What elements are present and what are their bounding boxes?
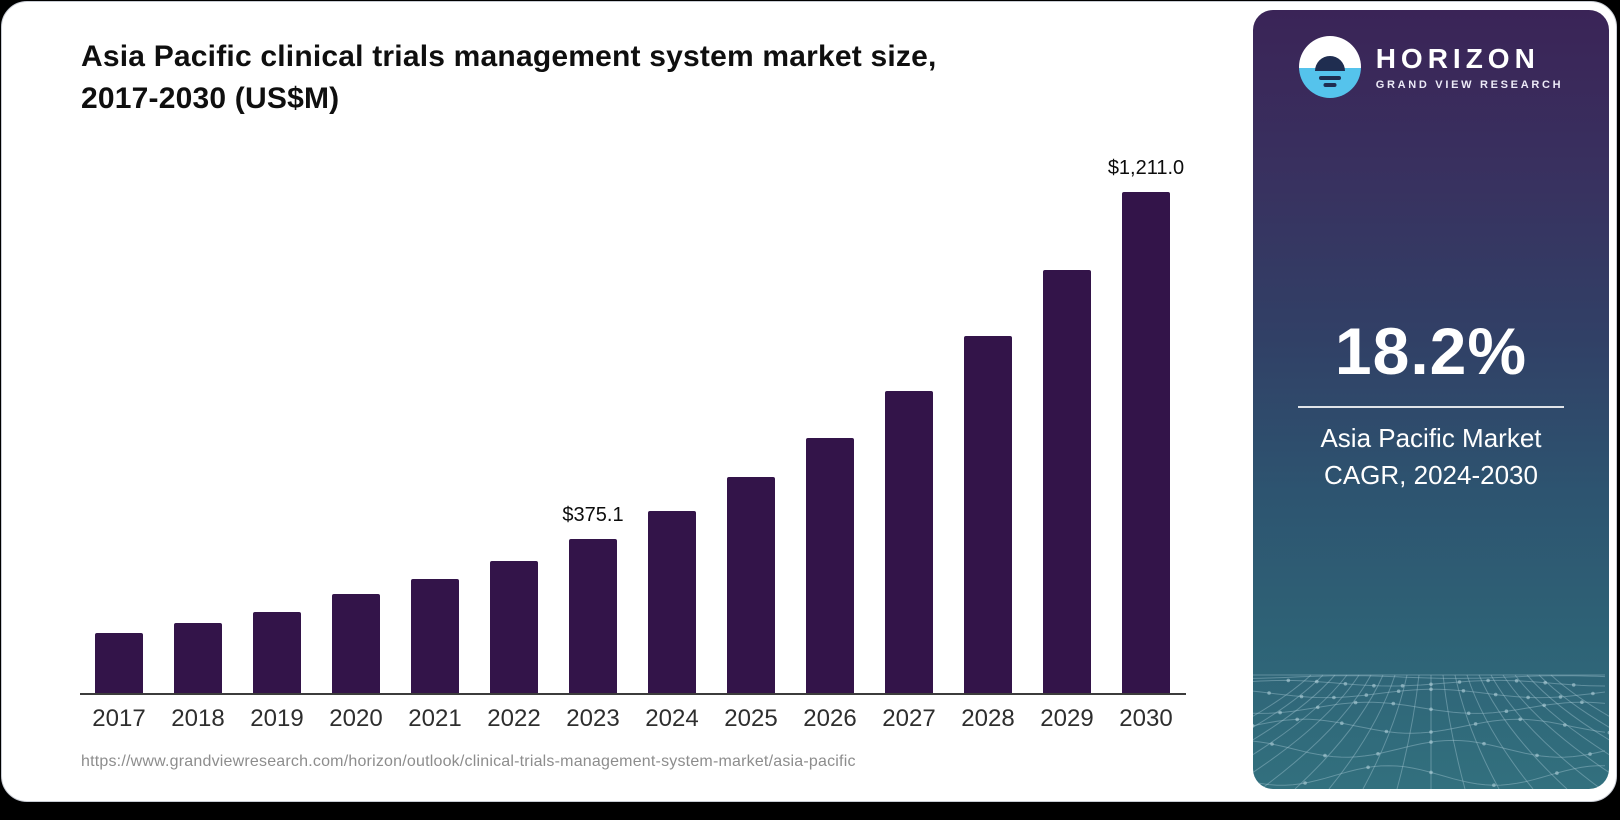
brand-logo: HORIZON GRAND VIEW RESEARCH: [1253, 36, 1609, 98]
stat-divider: [1298, 406, 1564, 408]
bar-2026: [806, 438, 854, 695]
x-axis-label-2023: 2023: [566, 705, 620, 732]
bar-column-2017: 2017: [92, 142, 146, 732]
bar-column-2023: $375.1 2023: [562, 142, 623, 732]
bar-2018: [174, 623, 222, 695]
bar-column-2021: 2021: [408, 142, 462, 732]
chart-title-line2: 2017-2030 (US$M): [81, 82, 340, 115]
data-label-2030: $1,211.0: [1107, 157, 1185, 179]
bar-column-2024: 2024: [645, 142, 699, 732]
x-axis-label-2021: 2021: [408, 705, 462, 732]
x-axis-label-2025: 2025: [724, 705, 778, 732]
bar-chart: 2017 2018 2019 2020 2021 2022 $375.1 2023 2024 20…: [80, 142, 1186, 732]
data-label-2023: $375.1: [562, 504, 624, 526]
sidebar-panel: HORIZON GRAND VIEW RESEARCH 18.2% Asia P…: [1253, 10, 1609, 789]
x-axis-label-2029: 2029: [1040, 705, 1094, 732]
brand-text-block: HORIZON GRAND VIEW RESEARCH: [1375, 42, 1564, 91]
bar-column-2028: 2028: [961, 142, 1015, 732]
bar-2024: [648, 511, 696, 695]
bar-column-2019: 2019: [250, 142, 304, 732]
x-axis-label-2020: 2020: [329, 705, 383, 732]
bar-column-2022: 2022: [487, 142, 541, 732]
bar-column-2025: 2025: [724, 142, 778, 732]
x-axis-label-2019: 2019: [250, 705, 304, 732]
sun-over-horizon-icon: [1298, 36, 1361, 98]
cagr-value: 18.2%: [1334, 314, 1528, 388]
chart-title: Asia Pacific clinical trials management …: [81, 36, 1141, 120]
x-axis-label-2027: 2027: [882, 705, 936, 732]
bar-2022: [490, 561, 538, 695]
bar-column-2020: 2020: [329, 142, 383, 732]
bar-2028: [964, 336, 1012, 695]
source-url: https://www.grandviewresearch.com/horizo…: [81, 753, 856, 770]
x-axis-label-2024: 2024: [645, 705, 699, 732]
bar-2020: [332, 594, 380, 695]
brand-name: HORIZON: [1375, 42, 1540, 74]
cagr-label-line1: Asia Pacific Market: [1320, 423, 1542, 453]
bar-2017: [95, 633, 143, 695]
x-axis-line: [80, 693, 1186, 695]
bar-2027: [885, 391, 933, 695]
x-axis-label-2028: 2028: [961, 705, 1015, 732]
bar-column-2027: 2027: [882, 142, 936, 732]
bar-2025: [727, 477, 775, 695]
bar-2021: [411, 579, 459, 695]
x-axis-label-2026: 2026: [803, 705, 857, 732]
bar-column-2026: 2026: [803, 142, 857, 732]
cagr-label-line2: CAGR, 2024-2030: [1324, 460, 1538, 490]
x-axis-label-2017: 2017: [92, 705, 146, 732]
bar-column-2030: $1,211.0 2030: [1108, 142, 1184, 732]
bar-2019: [253, 612, 301, 695]
bar-column-2018: 2018: [171, 142, 225, 732]
x-axis-label-2030: 2030: [1119, 705, 1173, 732]
x-axis-label-2018: 2018: [171, 705, 225, 732]
chart-card: Asia Pacific clinical trials management …: [1, 1, 1617, 802]
mesh-pattern: [1253, 674, 1609, 789]
cagr-label: Asia Pacific Market CAGR, 2024-2030: [1253, 420, 1609, 494]
bar-2030: [1122, 192, 1170, 695]
bar-column-2029: 2029: [1040, 142, 1094, 732]
x-axis-label-2022: 2022: [487, 705, 541, 732]
chart-title-line1: Asia Pacific clinical trials management …: [81, 40, 937, 73]
brand-subtitle: GRAND VIEW RESEARCH: [1375, 78, 1564, 91]
bar-2029: [1043, 270, 1091, 695]
bar-2023: [569, 539, 617, 695]
